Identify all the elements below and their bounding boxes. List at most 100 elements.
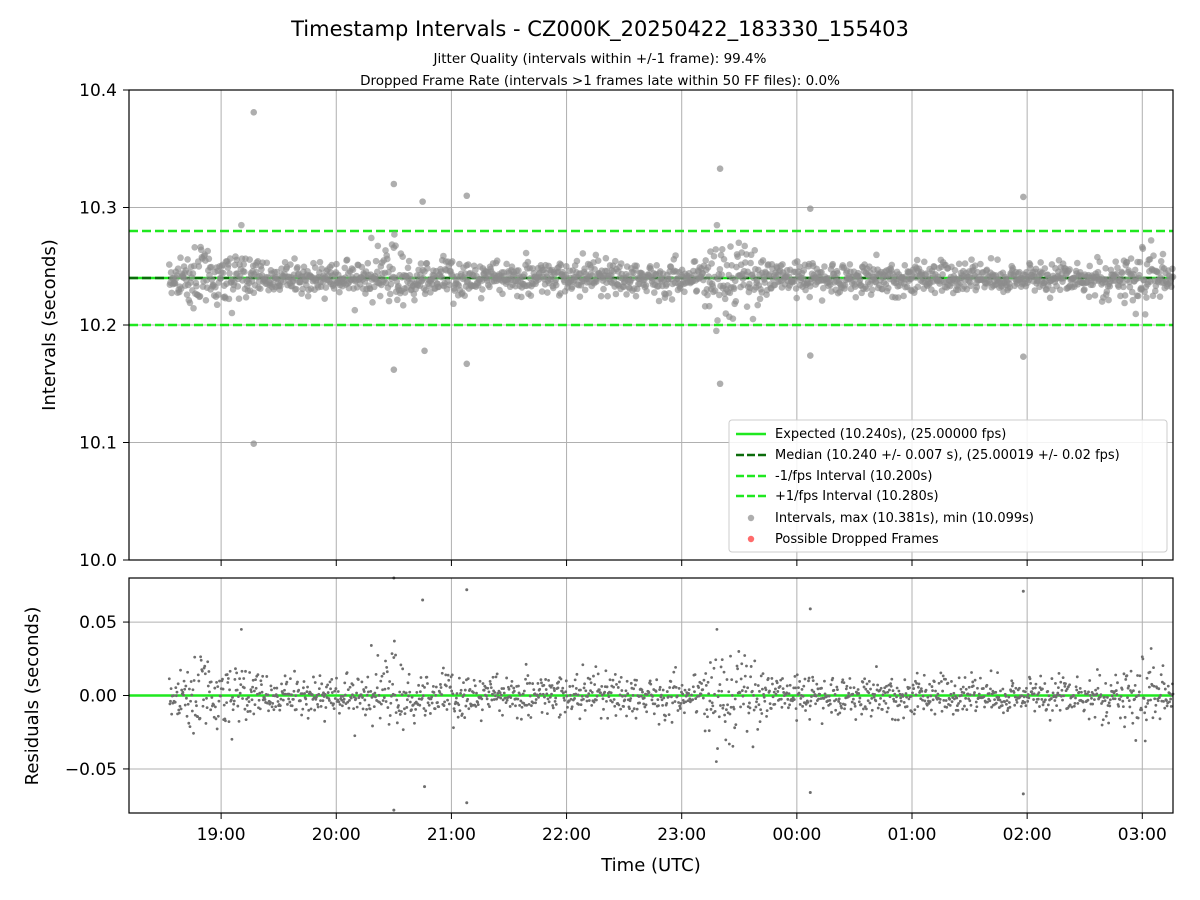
residual-point (923, 699, 927, 703)
residual-point (884, 702, 888, 705)
residual-point (886, 690, 890, 694)
residual-point (875, 665, 878, 668)
residual-point (205, 696, 208, 700)
residual-point (764, 688, 768, 692)
residual-point (1136, 674, 1139, 677)
residual-point (919, 687, 923, 691)
interval-point (191, 244, 199, 251)
residual-point (612, 698, 616, 701)
interval-point (594, 257, 602, 264)
residual-point (781, 677, 784, 680)
interval-point (863, 285, 870, 292)
x-axis-label: Time (UTC) (600, 855, 701, 876)
residual-point (1040, 697, 1044, 701)
interval-point (273, 268, 281, 276)
residual-point (994, 690, 998, 694)
residual-point (724, 738, 728, 742)
residual-point (811, 675, 815, 679)
residual-point (746, 686, 750, 690)
interval-point (735, 239, 743, 247)
residual-point (938, 698, 942, 701)
residual-point (1053, 699, 1057, 702)
interval-point (987, 254, 995, 262)
residual-point (876, 683, 880, 687)
residual-point (306, 685, 309, 689)
residual-point (518, 693, 522, 697)
residual-point (695, 709, 699, 713)
residual-point (753, 659, 757, 663)
interval-point (401, 289, 409, 296)
interval-point (743, 251, 750, 258)
interval-point (1132, 310, 1140, 318)
residual-point (495, 672, 499, 676)
interval-point (448, 258, 456, 265)
residual-point (743, 654, 747, 657)
residual-point (313, 708, 317, 712)
interval-point (552, 276, 559, 284)
interval-point (278, 265, 285, 273)
interval-point (440, 252, 447, 260)
residual-point (359, 693, 363, 697)
residual-point (494, 694, 497, 698)
residual-point (207, 670, 211, 673)
residual-point (1149, 698, 1152, 702)
residual-point (452, 726, 455, 730)
interval-outlier-point (419, 198, 426, 205)
residual-point (632, 687, 636, 691)
residual-point (798, 680, 802, 683)
interval-point (228, 309, 236, 317)
residual-point (1015, 701, 1019, 704)
interval-point (726, 289, 734, 297)
residual-point (524, 677, 527, 681)
residual-point (771, 695, 775, 699)
interval-point (474, 281, 482, 289)
residual-point (380, 674, 384, 678)
residual-point (1007, 701, 1011, 704)
residual-point (936, 692, 940, 696)
residual-point (667, 713, 671, 717)
residual-point (543, 695, 546, 699)
interval-point (588, 272, 596, 279)
residual-point (714, 760, 718, 763)
interval-point (345, 284, 353, 292)
residual-point (896, 718, 900, 722)
residual-point (1061, 676, 1065, 680)
residual-point (944, 677, 947, 681)
residual-point (187, 687, 191, 691)
residual-point (487, 690, 491, 694)
residual-point (780, 705, 784, 709)
residual-point (703, 712, 706, 716)
residual-point (392, 639, 396, 643)
residual-point (1020, 694, 1024, 698)
residual-point (629, 681, 633, 685)
interval-point (311, 264, 319, 271)
residual-point (590, 691, 594, 694)
residual-point (879, 686, 883, 690)
residual-point (263, 698, 267, 701)
residual-point (279, 697, 283, 701)
residual-point (482, 688, 486, 692)
residual-point (231, 708, 235, 712)
legend-label-intervals: Intervals, max (10.381s), min (10.099s) (775, 511, 1034, 526)
residual-point (1105, 710, 1109, 714)
residual-point (431, 684, 435, 688)
residual-point (239, 628, 243, 631)
interval-point (721, 295, 729, 303)
residual-point (1000, 700, 1004, 704)
residual-point (663, 718, 667, 722)
residual-point (498, 691, 502, 695)
residual-point (440, 671, 444, 675)
chart-subtitle-2: Dropped Frame Rate (intervals >1 frames … (360, 73, 840, 89)
residual-point (1057, 671, 1061, 675)
interval-point (521, 271, 528, 278)
residual-point (314, 697, 318, 701)
residual-point (1103, 695, 1106, 699)
residual-point (802, 701, 806, 705)
residual-point (847, 694, 851, 698)
residual-point (417, 697, 421, 701)
residual-point (635, 678, 638, 682)
interval-point (202, 297, 210, 304)
residual-point (1012, 691, 1016, 694)
residual-point (240, 669, 244, 673)
residual-point (1134, 695, 1138, 699)
